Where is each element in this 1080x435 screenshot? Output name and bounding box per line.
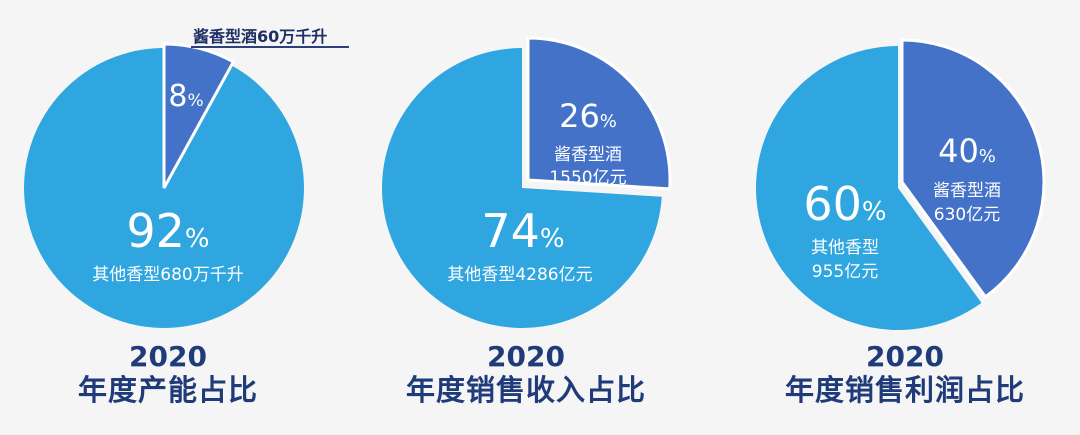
- slice-label-maotai-profit-percent: 40%: [938, 132, 996, 170]
- slice-label-other-profit-name: 其他香型: [811, 238, 879, 258]
- slice-label-other-revenue-name: 其他香型4286亿元: [447, 265, 592, 285]
- slice-label-other-capacity-name: 其他香型680万千升: [92, 265, 243, 285]
- pie-chart-capacity: 8% 92% 其他香型680万千升: [23, 42, 304, 328]
- caption-profit: 2020 年度销售利润占比: [755, 342, 1055, 408]
- slice-maotai-aroma-profit: [900, 38, 1046, 299]
- slice-other-aroma-profit: [755, 45, 982, 330]
- slice-label-other-revenue-percent: 74%: [481, 204, 564, 258]
- slice-label-maotai-profit-amount: 630亿元: [934, 205, 1000, 225]
- caption-title: 年度销售利润占比: [784, 373, 1025, 407]
- pie-chart-profit: 40% 酱香型酒 630亿元 60% 其他香型 955亿元: [755, 38, 1046, 330]
- slice-label-other-capacity-percent: 92%: [126, 204, 209, 258]
- slice-label-maotai-revenue-name: 酱香型酒: [554, 145, 622, 165]
- caption-year: 2020: [129, 340, 207, 373]
- slice-label-maotai-revenue-percent: 26%: [559, 97, 617, 135]
- caption-revenue: 2020 年度销售收入占比: [376, 342, 676, 408]
- caption-capacity: 2020 年度产能占比: [18, 342, 318, 408]
- callout-maotai-capacity: 酱香型酒60万千升: [193, 27, 328, 46]
- slice-maotai-aroma-revenue: [526, 36, 672, 191]
- slice-label-other-profit-amount: 955亿元: [812, 262, 878, 282]
- slice-label-other-profit-percent: 60%: [803, 177, 886, 231]
- pie-chart-revenue: 26% 酱香型酒 1550亿元 74% 其他香型4286亿元: [382, 36, 672, 328]
- caption-year: 2020: [487, 340, 565, 373]
- callout-underline: [191, 46, 349, 48]
- slice-label-maotai-capacity-percent: 8%: [168, 79, 203, 114]
- slice-label-maotai-revenue-amount: 1550亿元: [549, 168, 626, 188]
- caption-title: 年度产能占比: [77, 373, 258, 407]
- slice-maotai-aroma-capacity: [162, 42, 236, 189]
- slice-label-maotai-profit-name: 酱香型酒: [933, 181, 1001, 201]
- slice-other-aroma-revenue: [382, 48, 662, 328]
- caption-title: 年度销售收入占比: [405, 373, 646, 407]
- caption-year: 2020: [866, 340, 944, 373]
